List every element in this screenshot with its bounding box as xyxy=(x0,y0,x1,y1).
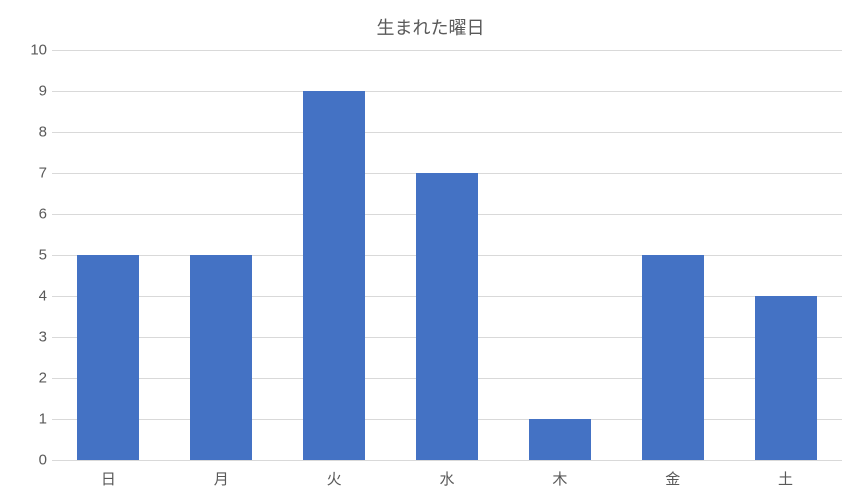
y-tick-label: 5 xyxy=(7,247,47,264)
bar xyxy=(529,419,591,460)
x-tick-label: 水 xyxy=(439,468,454,489)
x-tick-label: 木 xyxy=(552,468,567,489)
gridline xyxy=(52,132,842,133)
plot-area xyxy=(52,50,842,460)
y-tick-label: 3 xyxy=(7,329,47,346)
y-tick-label: 1 xyxy=(7,411,47,428)
gridline xyxy=(52,50,842,51)
y-tick-label: 8 xyxy=(7,124,47,141)
y-tick-label: 7 xyxy=(7,165,47,182)
x-tick-label: 土 xyxy=(778,468,793,489)
y-tick-label: 2 xyxy=(7,370,47,387)
bar xyxy=(642,255,704,460)
gridline xyxy=(52,460,842,461)
chart-title: 生まれた曜日 xyxy=(0,14,861,40)
y-tick-label: 10 xyxy=(7,42,47,59)
x-tick-label: 火 xyxy=(327,468,342,489)
bar xyxy=(77,255,139,460)
bar xyxy=(190,255,252,460)
x-tick-label: 月 xyxy=(214,468,229,489)
y-tick-label: 4 xyxy=(7,288,47,305)
x-tick-label: 日 xyxy=(101,468,116,489)
bar xyxy=(416,173,478,460)
y-tick-label: 6 xyxy=(7,206,47,223)
x-tick-label: 金 xyxy=(665,468,680,489)
y-tick-label: 9 xyxy=(7,83,47,100)
gridline xyxy=(52,91,842,92)
y-tick-label: 0 xyxy=(7,452,47,469)
bar xyxy=(755,296,817,460)
chart-container: 生まれた曜日 0 1 2 3 4 5 6 7 8 9 10 日 月 火 水 木 金 土 xyxy=(0,0,861,504)
bar xyxy=(303,91,365,460)
